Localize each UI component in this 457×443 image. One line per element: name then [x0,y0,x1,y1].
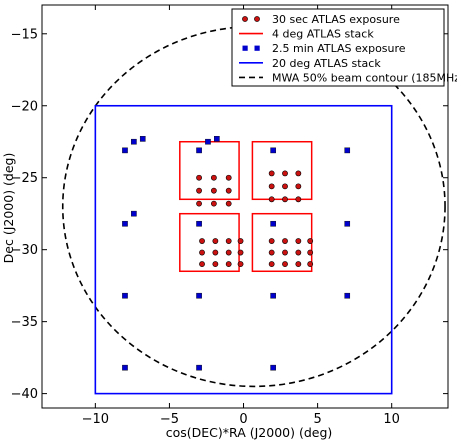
exposure-30s-point [268,238,275,244]
exposure-30s-point [199,261,205,267]
exposure-30s-point [225,249,232,256]
exposure-30s-point [268,170,275,177]
exposure-2-5min-point [131,138,137,145]
exposure-2-5min-point [214,136,220,142]
x-tick-label: −5 [160,412,179,427]
exposure-30s-point [295,170,302,177]
legend-marker [242,16,248,22]
exposure-30s-point [225,187,232,194]
exposure-30s-point [307,238,314,244]
exposure-30s-point [199,249,205,256]
exposure-2-5min-point [131,210,137,217]
legend-label: MWA 50% beam contour (185MHz) [272,71,457,84]
exposure-30s-point [196,174,202,181]
exposure-30s-point [282,196,288,203]
exposure-30s-point [225,238,232,244]
exposure-30s-point [212,238,219,244]
legend-label: 30 sec ATLAS exposure [272,13,400,26]
exposure-2-5min-point [196,147,202,154]
exposure-30s-point [196,187,202,194]
exposure-2-5min-point [122,364,128,371]
exposure-30s-point [268,196,275,203]
exposure-2-5min-point [122,220,128,227]
exposure-30s-point [225,200,232,207]
exposure-30s-point [268,261,275,267]
exposure-30s-point [225,261,232,267]
exposure-2-5min-point [270,147,276,154]
exposure-30s-point [199,238,205,244]
x-tick-label: 0 [239,412,247,427]
exposure-2-5min-point [344,292,351,299]
exposure-30s-point [295,261,302,267]
stack-20deg-rect [94,104,393,395]
legend-label: 2.5 min ATLAS exposure [272,42,406,55]
exposure-30s-point [210,200,217,207]
legend-item: 2.5 min ATLAS exposure [242,42,406,55]
exposure-30s-point [225,174,232,181]
exposure-2-5min-point [196,364,202,371]
exposure-2-5min-point [270,292,276,299]
legend-box [231,8,445,87]
exposure-30s-point [282,249,288,256]
exposure-2-5min-point [122,292,128,299]
y-tick-label: −15 [11,27,38,42]
y-tick-label: −30 [11,243,38,258]
exposure-2-5min-point [122,147,128,154]
exposure-30s-point [196,200,202,207]
legend-item: 30 sec ATLAS exposure [242,13,400,26]
legend-marker [254,45,260,51]
exposure-30s-point [237,261,244,267]
exposure-30s-point [282,238,288,244]
exposure-30s-point [295,183,302,190]
exposure-2-5min-point [196,220,202,227]
y-tick-label: −20 [11,99,38,114]
exposure-2-5min-point [196,292,202,299]
legend-label: 4 deg ATLAS stack [272,28,374,41]
legend-item: 4 deg ATLAS stack [239,28,374,41]
y-axis-label: Dec (J2000) (deg) [1,153,16,264]
exposure-30s-point [237,249,244,256]
exposure-30s-point [295,249,302,256]
exposure-2-5min-point [344,147,351,154]
x-axis-label: cos(DEC)*RA (J2000) (deg) [166,425,333,440]
exposure-30s-point [210,174,217,181]
exposure-2-5min-point [344,220,351,227]
plot-frame [41,4,449,409]
exposure-30s-point [268,183,275,190]
exposure-30s-point [295,196,302,203]
x-tick-label: 10 [383,412,400,427]
y-tick-label: −40 [11,387,38,402]
exposure-30s-point [212,249,219,256]
exposure-30s-point [268,249,275,256]
exposure-2-5min-point [270,364,276,371]
exposure-30s-point [282,170,288,177]
y-tick-label: −25 [11,171,38,186]
exposure-30s-point [295,238,302,244]
y-tick-label: −35 [11,315,38,330]
exposure-30s-point [307,249,314,256]
legend-item: 20 deg ATLAS stack [239,57,381,70]
exposure-30s-point [210,187,217,194]
x-tick-label: −10 [82,412,109,427]
stack-4deg-rect-4 [251,212,313,273]
stack-4deg-rect-2 [251,140,313,201]
exposure-30s-point [282,183,288,190]
exposure-2-5min-point [139,136,146,142]
exposure-30s-point [237,238,244,244]
exposure-30s-point [307,261,314,267]
legend-item: MWA 50% beam contour (185MHz) [239,71,457,84]
legend-label: 20 deg ATLAS stack [272,57,381,70]
exposure-30s-point [282,261,288,267]
x-tick-label: 5 [313,412,321,427]
legend-marker [242,45,248,51]
legend-marker [254,16,260,22]
exposure-2-5min-point [205,138,211,145]
exposure-2-5min-point [270,220,276,227]
exposure-30s-point [212,261,219,267]
